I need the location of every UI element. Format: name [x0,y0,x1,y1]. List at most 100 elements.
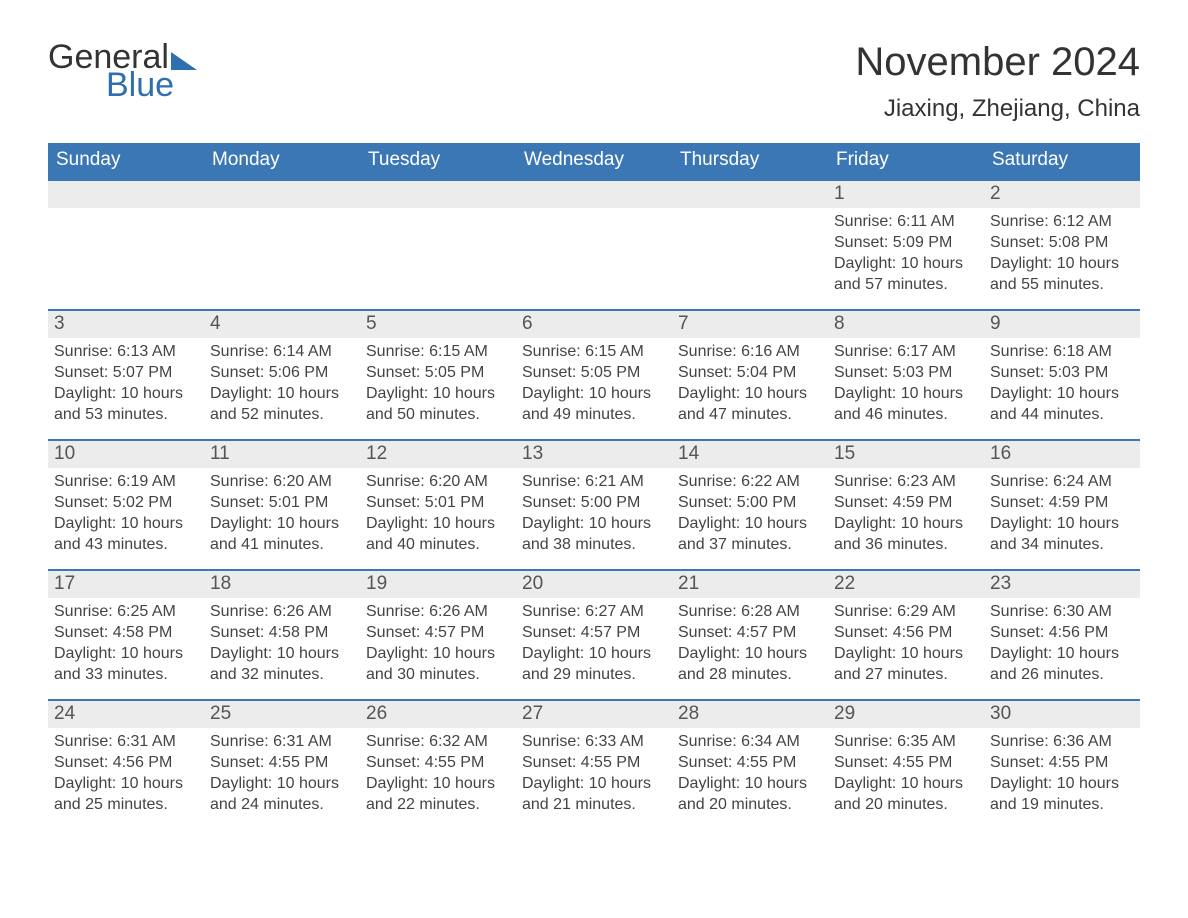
daylight-line-2: and 40 minutes. [366,535,510,555]
daylight-line-2: and 25 minutes. [54,795,198,815]
sunset-line: Sunset: 4:55 PM [522,753,666,773]
daylight-line-1: Daylight: 10 hours [54,384,198,404]
sunrise-line: Sunrise: 6:28 AM [678,602,822,622]
sunset-line: Sunset: 4:55 PM [366,753,510,773]
dow-saturday: Saturday [984,143,1140,179]
daylight-line-1: Daylight: 10 hours [990,514,1134,534]
day-cell: 4Sunrise: 6:14 AMSunset: 5:06 PMDaylight… [204,309,360,439]
daylight-line-1: Daylight: 10 hours [522,774,666,794]
dow-friday: Friday [828,143,984,179]
daylight-line-2: and 20 minutes. [678,795,822,815]
daylight-line-2: and 49 minutes. [522,405,666,425]
sunrise-line: Sunrise: 6:20 AM [210,472,354,492]
day-body: Sunrise: 6:19 AMSunset: 5:02 PMDaylight:… [48,468,204,562]
day-cell: 2Sunrise: 6:12 AMSunset: 5:08 PMDaylight… [984,179,1140,309]
day-body [360,208,516,218]
day-body: Sunrise: 6:16 AMSunset: 5:04 PMDaylight:… [672,338,828,432]
day-cell: 21Sunrise: 6:28 AMSunset: 4:57 PMDayligh… [672,569,828,699]
day-number: 27 [516,699,672,728]
day-body: Sunrise: 6:20 AMSunset: 5:01 PMDaylight:… [360,468,516,562]
sunset-line: Sunset: 5:01 PM [210,493,354,513]
day-number: 10 [48,439,204,468]
weeks-container: 1 Sunrise: 6:11 AMSunset: 5:09 PM Daylight… [48,179,1140,829]
dow-thursday: Thursday [672,143,828,179]
sunrise-line: Sunrise: 6:31 AM [54,732,198,752]
daylight-line-1: Daylight: 10 hours [522,384,666,404]
dow-sunday: Sunday [48,143,204,179]
sunset-line: Sunset: 4:55 PM [834,753,978,773]
daylight-line-1: Daylight: 10 hours [990,774,1134,794]
sunset-line: Sunset: 5:03 PM [990,363,1134,383]
day-number [360,179,516,208]
day-number: 18 [204,569,360,598]
day-body [516,208,672,218]
day-cell: 29Sunrise: 6:35 AMSunset: 4:55 PMDayligh… [828,699,984,829]
day-body: Sunrise: 6:15 AMSunset: 5:05 PMDaylight:… [360,338,516,432]
daylight-line-1: Daylight: 10 hours [990,644,1134,664]
day-number: 23 [984,569,1140,598]
day-body: Sunrise: 6:23 AMSunset: 4:59 PMDaylight:… [828,468,984,562]
sunrise-line: Sunrise: 6:11 AM [834,212,978,232]
day-number: 14 [672,439,828,468]
day-body: Sunrise: 6:21 AMSunset: 5:00 PMDaylight:… [516,468,672,562]
location-label: Jiaxing, Zhejiang, China [855,95,1140,123]
daylight-line-2: and 26 minutes. [990,665,1134,685]
daylight-line-2: and 34 minutes. [990,535,1134,555]
week-row: 1 Sunrise: 6:11 AMSunset: 5:09 PM Daylight… [48,179,1140,309]
sunset-line: Sunset: 4:58 PM [54,623,198,643]
day-number: 13 [516,439,672,468]
sunset-line: Sunset: 5:03 PM [834,363,978,383]
daylight-line-1: Daylight: 10 hours [834,644,978,664]
daylight-line-1: Daylight: 10 hours [210,384,354,404]
sunrise-line: Sunrise: 6:16 AM [678,342,822,362]
daylight-line-1: Daylight: 10 hours [522,644,666,664]
sunset-line: Sunset: 4:55 PM [678,753,822,773]
daylight-line-2: and 41 minutes. [210,535,354,555]
daylight-line-2: and 28 minutes. [678,665,822,685]
day-body: Sunrise: 6:20 AMSunset: 5:01 PMDaylight:… [204,468,360,562]
daylight-line-2: and 57 minutes. [834,275,978,295]
daylight-line-2: and 47 minutes. [678,405,822,425]
daylight-line-2: and 20 minutes. [834,795,978,815]
title-block: November 2024 Jiaxing, Zhejiang, China [855,40,1140,123]
day-number: 21 [672,569,828,598]
dow-tuesday: Tuesday [360,143,516,179]
sunset-line: Sunset: 5:04 PM [678,363,822,383]
day-cell: 17Sunrise: 6:25 AMSunset: 4:58 PMDayligh… [48,569,204,699]
day-number: 1 [828,179,984,208]
day-cell: 3Sunrise: 6:13 AMSunset: 5:07 PMDaylight… [48,309,204,439]
day-number: 3 [48,309,204,338]
daylight-line-2: and 44 minutes. [990,405,1134,425]
day-number: 12 [360,439,516,468]
daylight-line-2: and 27 minutes. [834,665,978,685]
sunrise-line: Sunrise: 6:17 AM [834,342,978,362]
daylight-line-2: and 22 minutes. [366,795,510,815]
daylight-line-1: Daylight: 10 hours [990,254,1134,274]
day-body: Sunrise: 6:15 AMSunset: 5:05 PMDaylight:… [516,338,672,432]
sunset-line: Sunset: 5:08 PM [990,233,1134,253]
day-number [204,179,360,208]
sunset-line: Sunset: 5:09 PM [834,233,978,253]
day-cell: 23Sunrise: 6:30 AMSunset: 4:56 PMDayligh… [984,569,1140,699]
day-number: 7 [672,309,828,338]
day-body [204,208,360,218]
week-row: 24Sunrise: 6:31 AMSunset: 4:56 PMDayligh… [48,699,1140,829]
day-cell: 28Sunrise: 6:34 AMSunset: 4:55 PMDayligh… [672,699,828,829]
sunset-line: Sunset: 5:00 PM [678,493,822,513]
day-body: Sunrise: 6:26 AMSunset: 4:57 PMDaylight:… [360,598,516,692]
sunrise-line: Sunrise: 6:24 AM [990,472,1134,492]
day-cell: 10Sunrise: 6:19 AMSunset: 5:02 PMDayligh… [48,439,204,569]
daylight-line-2: and 53 minutes. [54,405,198,425]
day-cell: 24Sunrise: 6:31 AMSunset: 4:56 PMDayligh… [48,699,204,829]
daylight-line-2: and 43 minutes. [54,535,198,555]
sunset-line: Sunset: 4:56 PM [834,623,978,643]
day-cell [360,179,516,309]
day-number: 20 [516,569,672,598]
daylight-line-1: Daylight: 10 hours [366,644,510,664]
sunrise-line: Sunrise: 6:12 AM [990,212,1134,232]
sunset-line: Sunset: 4:56 PM [54,753,198,773]
day-cell: 27Sunrise: 6:33 AMSunset: 4:55 PMDayligh… [516,699,672,829]
daylight-line-2: and 32 minutes. [210,665,354,685]
day-body: Sunrise: 6:26 AMSunset: 4:58 PMDaylight:… [204,598,360,692]
daylight-line-2: and 21 minutes. [522,795,666,815]
